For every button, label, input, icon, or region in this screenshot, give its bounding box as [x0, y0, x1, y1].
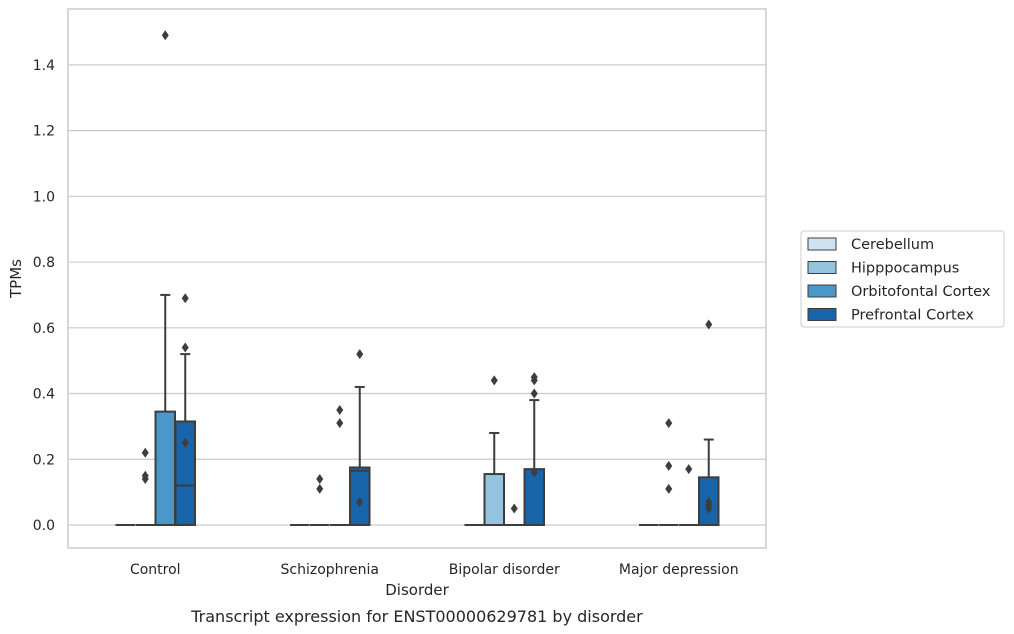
box-orbitofontal-cortex [679, 464, 699, 526]
box [154, 410, 176, 526]
y-tick-label: 0.4 [33, 387, 55, 403]
legend-label: Orbitofontal Cortex [851, 284, 991, 300]
box-orbitofontal-cortex [504, 503, 524, 526]
outlier-point [530, 467, 538, 478]
outlier-point [336, 418, 344, 429]
plot-area-frame [67, 8, 767, 549]
x-axis-label: Disorder [385, 581, 449, 599]
outlier-point [161, 30, 169, 41]
box [349, 466, 371, 526]
outlier-point [530, 388, 538, 399]
box-hipppocampus [659, 418, 679, 526]
box-hipppocampus [483, 375, 505, 526]
box [523, 468, 545, 526]
legend: Cerebellum Hipppocampus Orbitofontal Corte… [800, 230, 1005, 328]
box-hipppocampus [310, 473, 330, 526]
y-axis-ticks: 0.0 0.2 0.4 0.6 0.8 1.0 1.2 1.4 [33, 58, 55, 534]
x-tick-label: Control [130, 562, 181, 578]
legend-label: Prefrontal Cortex [851, 308, 974, 324]
y-tick-label: 0.0 [33, 518, 55, 534]
box-groups [115, 30, 720, 526]
outlier-point [141, 447, 149, 458]
box-prefrontal-cortex [698, 319, 720, 526]
x-tick-label: Schizophrenia [281, 562, 379, 578]
outlier-point [316, 473, 324, 484]
outlier-point [356, 349, 364, 360]
outlier-point [510, 503, 518, 514]
outlier-point [530, 375, 538, 386]
legend-swatch [807, 284, 837, 298]
y-tick-label: 0.8 [33, 255, 55, 271]
outlier-point [665, 460, 673, 471]
outlier-point [181, 293, 189, 304]
box-prefrontal-cortex [349, 349, 371, 526]
y-axis-label: TPMs [7, 259, 25, 299]
y-tick-label: 0.6 [33, 321, 55, 337]
legend-swatch [807, 237, 837, 251]
outlier-point [141, 473, 149, 484]
outlier-point [181, 342, 189, 353]
outlier-point [316, 483, 324, 494]
legend-swatch [807, 308, 837, 321]
outlier-point [181, 437, 189, 448]
chart-caption: Transcript expression for ENST0000062978… [190, 607, 643, 626]
outlier-point [665, 418, 673, 429]
box [174, 420, 196, 526]
y-tick-label: 1.0 [33, 189, 55, 205]
x-axis-ticks: Control Schizophrenia Bipolar disorder Majo… [130, 562, 739, 578]
legend-frame [800, 230, 1005, 328]
box-hipppocampus [135, 447, 155, 526]
box-orbitofontal-cortex [154, 30, 176, 526]
outlier-point [490, 375, 498, 386]
outlier-point [705, 319, 713, 330]
legend-label: Cerebellum [851, 237, 934, 253]
legend-swatch [807, 261, 837, 274]
outlier-point [705, 503, 713, 514]
outlier-point [685, 464, 693, 475]
y-tick-label: 1.2 [33, 124, 55, 140]
outlier-point [665, 483, 673, 494]
outlier-point [336, 404, 344, 415]
box-prefrontal-cortex [523, 372, 545, 526]
x-tick-label: Bipolar disorder [449, 562, 560, 578]
x-tick-label: Major depression [619, 562, 739, 578]
outlier-point [356, 496, 364, 507]
y-tick-label: 1.4 [33, 58, 55, 74]
legend-label: Hipppocampus [851, 261, 959, 277]
box-prefrontal-cortex [174, 293, 196, 526]
box [483, 473, 505, 526]
y-tick-label: 0.2 [33, 452, 55, 468]
box-orbitofontal-cortex [330, 404, 350, 526]
